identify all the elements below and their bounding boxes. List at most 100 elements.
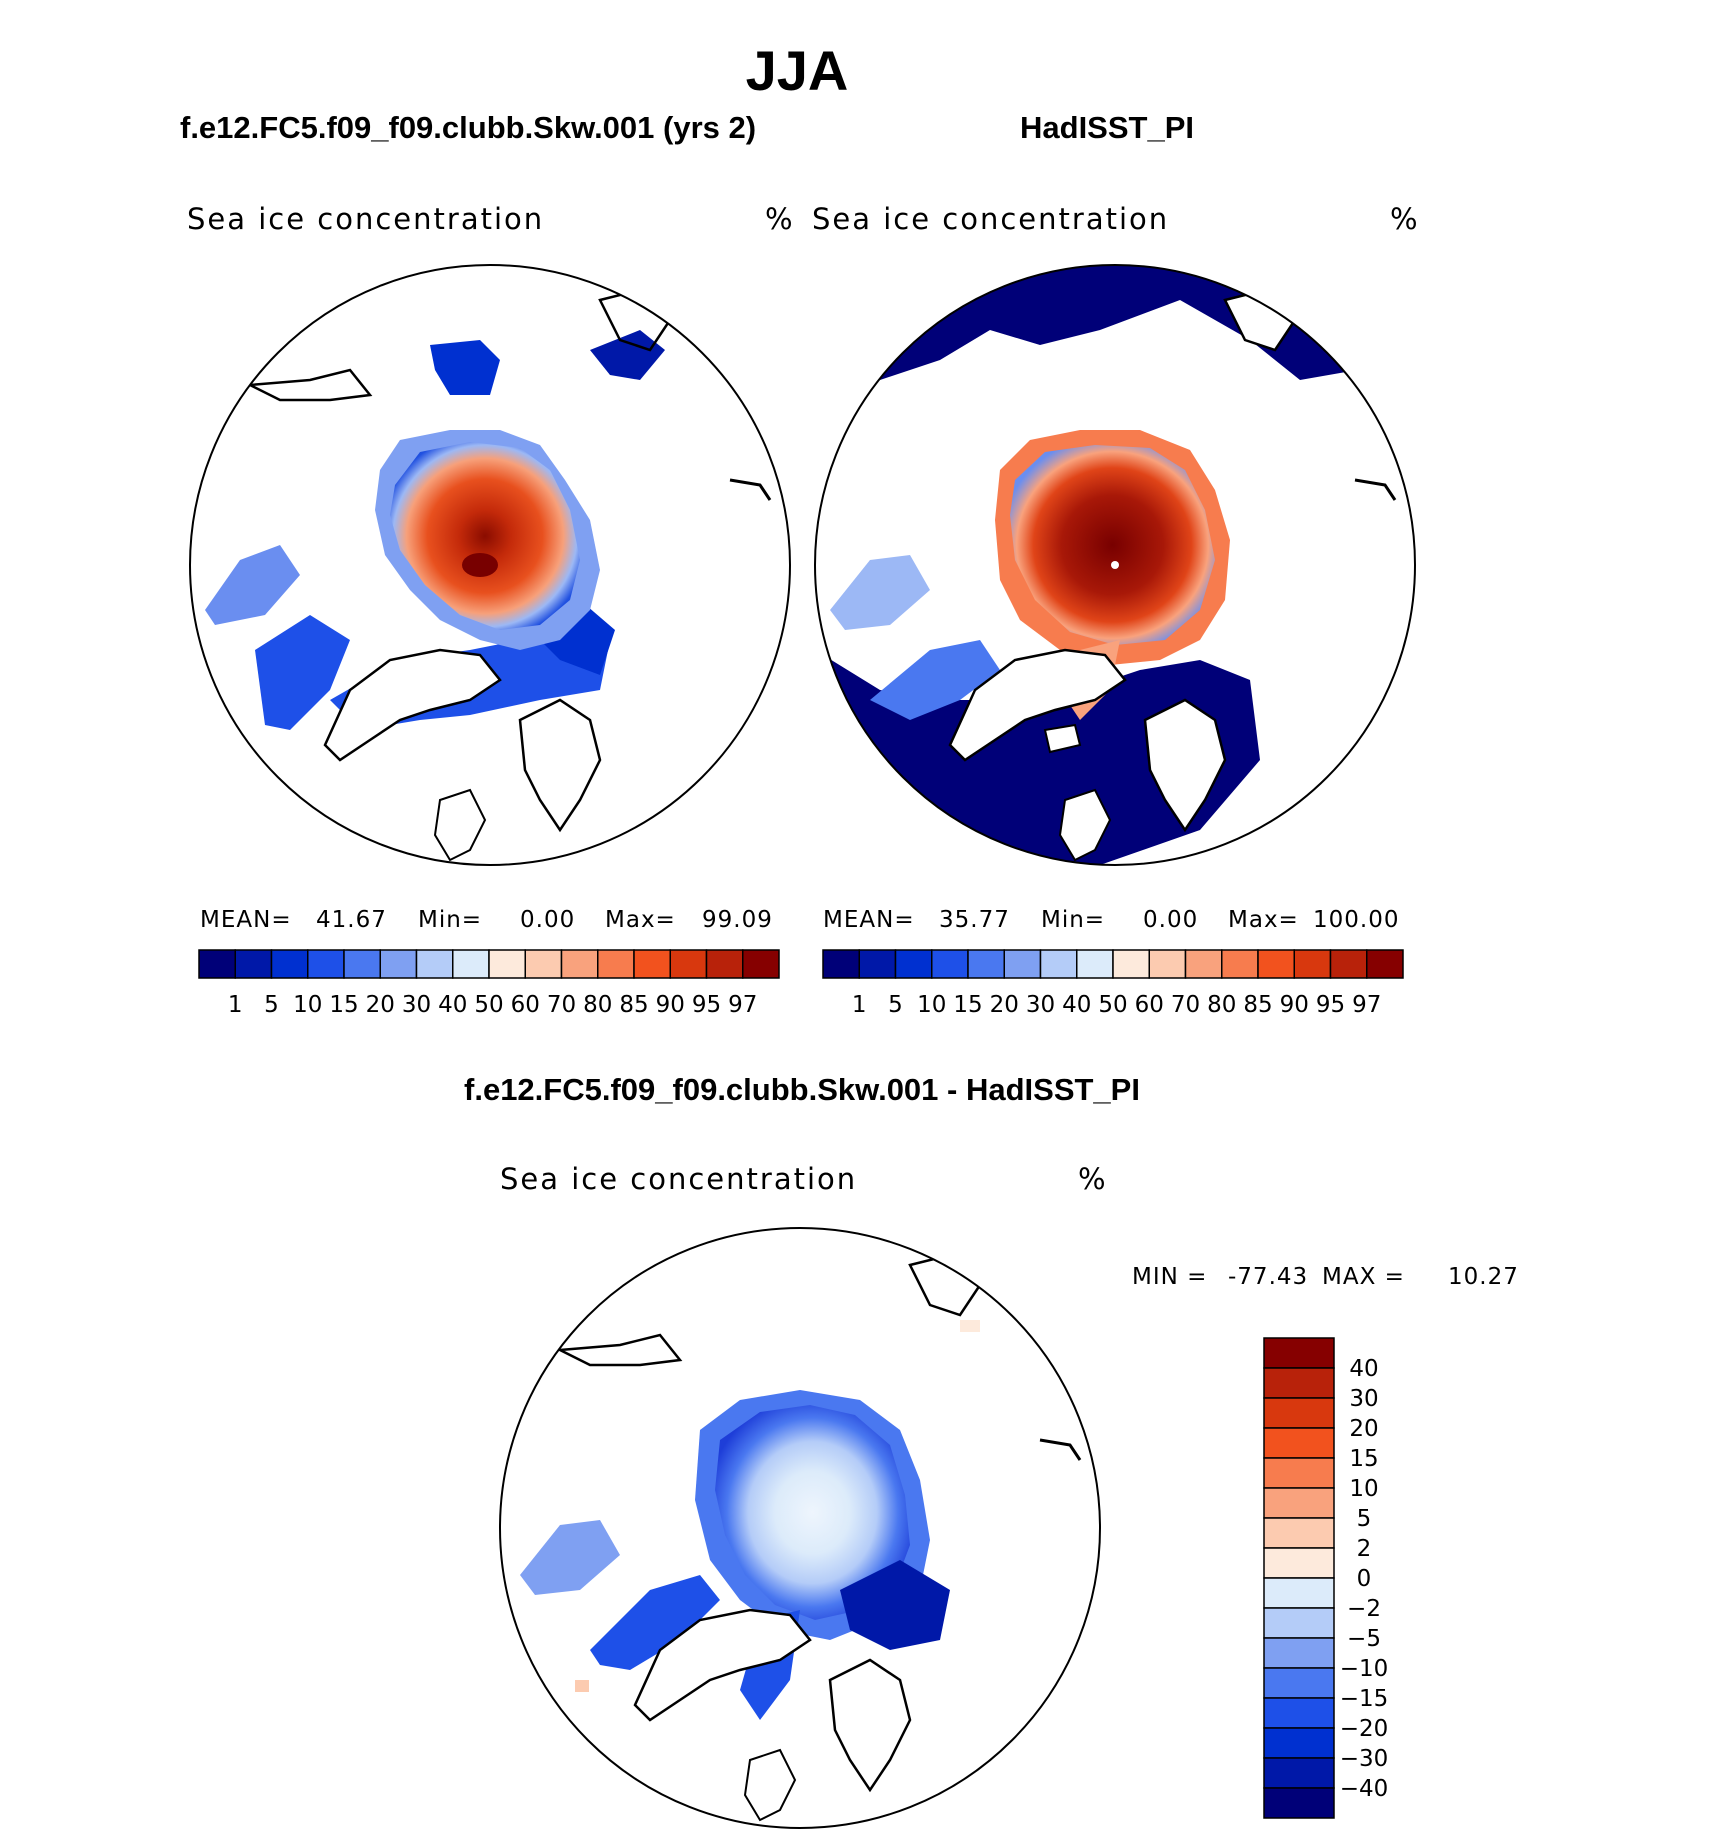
- colorbar-tick-label: −40: [1340, 1776, 1389, 1802]
- diff-min-label: MIN =: [1132, 1264, 1208, 1290]
- panel-1-variable-label: Sea ice concentration: [187, 202, 545, 236]
- colorbar-tick-label: 40: [438, 992, 467, 1018]
- colorbar-tick-label: 2: [1357, 1536, 1372, 1562]
- diff-units-label: %: [1078, 1162, 1108, 1196]
- colorbar-swatch: [488, 949, 526, 979]
- colorbar-tick-label: 15: [953, 992, 982, 1018]
- colorbar-swatch: [1263, 1577, 1335, 1609]
- colorbar-swatch: [1263, 1727, 1335, 1759]
- colorbar-tick-label: 40: [1062, 992, 1091, 1018]
- colorbar-swatch: [894, 949, 933, 979]
- panel-2-case-title: HadISST_PI: [1020, 110, 1194, 145]
- colorbar-tick-label: 70: [1171, 992, 1200, 1018]
- map-difference: [499, 1227, 1101, 1829]
- panel-1-mean-value: 41.67: [316, 907, 387, 933]
- colorbar-swatch: [1293, 949, 1332, 979]
- colorbar-tick-label: −5: [1347, 1626, 1381, 1652]
- colorbar-swatch: [560, 949, 599, 979]
- colorbar-tick-label: 5: [888, 992, 903, 1018]
- diff-max-value: 10.27: [1448, 1264, 1519, 1290]
- colorbar-tick-label: 80: [583, 992, 612, 1018]
- colorbar-tick-label: 5: [1357, 1506, 1372, 1532]
- diff-min-value: -77.43: [1228, 1264, 1309, 1290]
- colorbar-tick-label: 95: [1316, 992, 1345, 1018]
- colorbar-swatch: [452, 949, 490, 979]
- colorbar-swatch: [1366, 949, 1404, 979]
- colorbar-swatch: [822, 949, 860, 979]
- colorbar-swatch: [1263, 1547, 1335, 1579]
- colorbar-swatch: [1263, 1427, 1335, 1459]
- colorbar-swatch: [1263, 1697, 1335, 1729]
- diff-variable-label: Sea ice concentration: [500, 1162, 858, 1196]
- colorbar-tick-label: 70: [547, 992, 576, 1018]
- colorbar-swatch: [1263, 1637, 1335, 1669]
- colorbar-tick-label: 5: [264, 992, 279, 1018]
- colorbar-swatch: [633, 949, 671, 979]
- season-title: JJA: [745, 39, 849, 102]
- colorbar-tick-label: 85: [1243, 992, 1272, 1018]
- colorbar-tick-label: 10: [293, 992, 322, 1018]
- colorbar-tick-label: −20: [1340, 1716, 1389, 1742]
- colorbar-swatch: [415, 949, 454, 979]
- colorbar-swatch: [1148, 949, 1187, 979]
- colorbar-tick-label: 97: [1352, 992, 1381, 1018]
- colorbar-tick-label: 0: [1357, 1566, 1372, 1592]
- colorbar-tick-label: 50: [474, 992, 503, 1018]
- colorbar-swatch: [742, 949, 780, 979]
- map-observed: [814, 264, 1416, 866]
- colorbar-tick-label: 30: [1349, 1386, 1378, 1412]
- colorbar-model: 1 5 10 15 20 30 40 50 60 70 80 85 90 95 97: [198, 949, 780, 1018]
- colorbar-swatch: [931, 949, 969, 979]
- colorbar-swatch: [343, 949, 381, 979]
- colorbar-swatch: [967, 949, 1005, 979]
- colorbar-swatch: [669, 949, 708, 979]
- colorbar-swatch: [307, 949, 345, 979]
- map-model: [189, 264, 791, 866]
- colorbar-tick-label: 10: [917, 992, 946, 1018]
- colorbar-tick-label: 30: [1026, 992, 1055, 1018]
- colorbar-tick-label: −15: [1340, 1686, 1389, 1712]
- colorbar-tick-label: −10: [1340, 1656, 1389, 1682]
- panel-2-max-value: 100.00: [1313, 907, 1400, 933]
- colorbar-swatch: [1263, 1367, 1335, 1399]
- colorbar-swatch: [1263, 1757, 1335, 1789]
- colorbar-tick-label: 90: [1280, 992, 1309, 1018]
- colorbar-swatch: [1263, 1457, 1335, 1489]
- colorbar-swatch: [1221, 949, 1259, 979]
- colorbar-tick-label: 97: [728, 992, 757, 1018]
- colorbar-swatch: [1003, 949, 1042, 979]
- colorbar-tick-label: 50: [1098, 992, 1127, 1018]
- colorbar-tick-label: 20: [366, 992, 395, 1018]
- panel-1-units-label: %: [765, 202, 795, 236]
- colorbar-tick-label: 80: [1207, 992, 1236, 1018]
- colorbar-tick-label: 95: [692, 992, 721, 1018]
- colorbar-tick-label: 15: [329, 992, 358, 1018]
- panel-1-mean-label: MEAN=: [200, 907, 292, 933]
- panel-2-variable-label: Sea ice concentration: [812, 202, 1170, 236]
- diff-max-label: MAX =: [1322, 1264, 1405, 1290]
- colorbar-observed: 1 5 10 15 20 30 40 50 60 70 80 85 90 95 97: [822, 949, 1404, 1018]
- colorbar-swatch: [198, 949, 236, 979]
- colorbar-tick-label: 15: [1349, 1446, 1378, 1472]
- colorbar-swatch: [1263, 1667, 1335, 1699]
- colorbar-swatch: [1263, 1397, 1335, 1429]
- colorbar-tick-label: 60: [511, 992, 540, 1018]
- colorbar-tick-label: −30: [1340, 1746, 1389, 1772]
- panel-2-min-value: 0.00: [1143, 907, 1199, 933]
- panel-2-min-label: Min=: [1041, 907, 1106, 933]
- colorbar-swatch: [1263, 1487, 1335, 1519]
- panel-1-case-title: f.e12.FC5.f09_f09.clubb.Skw.001 (yrs 2): [180, 110, 757, 145]
- colorbar-swatch: [1257, 949, 1295, 979]
- colorbar-swatch: [270, 949, 309, 979]
- colorbar-swatch: [379, 949, 418, 979]
- colorbar-tick-label: 10: [1349, 1476, 1378, 1502]
- colorbar-tick-label: 1: [228, 992, 243, 1018]
- panel-2-mean-label: MEAN=: [823, 907, 915, 933]
- colorbar-tick-label: 1: [852, 992, 867, 1018]
- diff-title: f.e12.FC5.f09_f09.clubb.Skw.001 - HadISS…: [464, 1072, 1140, 1107]
- colorbar-swatch: [1184, 949, 1223, 979]
- colorbar-swatch: [1039, 949, 1078, 979]
- colorbar-swatch: [1112, 949, 1150, 979]
